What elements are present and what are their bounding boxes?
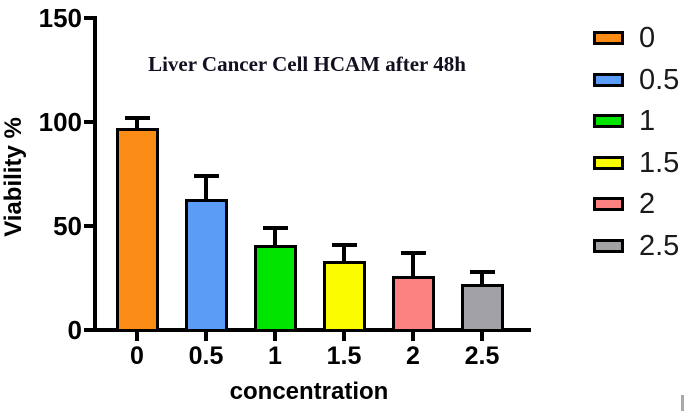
legend-swatch bbox=[593, 31, 624, 45]
error-bar-cap bbox=[469, 269, 495, 274]
x-axis-title: concentration bbox=[229, 378, 389, 405]
x-axis-tick-label: 1.5 bbox=[326, 342, 362, 370]
x-axis-tick bbox=[273, 332, 277, 341]
bar bbox=[460, 284, 504, 332]
legend-item: 1.5 bbox=[593, 146, 679, 180]
legend-label: 0 bbox=[639, 22, 656, 54]
legend-item: 0 bbox=[593, 21, 655, 55]
error-bar-stem bbox=[342, 242, 346, 268]
legend-label: 2.5 bbox=[639, 229, 680, 262]
error-bar-stem bbox=[273, 226, 277, 251]
y-axis-tick-label: 0 bbox=[67, 315, 82, 345]
chart-title: Liver Cancer Cell HCAM after 48h bbox=[148, 52, 466, 76]
x-axis-tick bbox=[135, 332, 139, 341]
x-axis-line bbox=[93, 328, 531, 332]
legend-swatch bbox=[593, 72, 624, 87]
legend-swatch bbox=[593, 238, 624, 253]
legend-swatch bbox=[593, 155, 624, 170]
y-axis-line bbox=[93, 16, 97, 332]
legend-label: 1 bbox=[639, 105, 656, 137]
x-axis-tick-label: 0.5 bbox=[188, 342, 224, 370]
error-bar-cap bbox=[331, 242, 357, 247]
legend-label: 1.5 bbox=[639, 146, 680, 179]
x-axis-tick-label: 2.5 bbox=[464, 342, 500, 370]
bar bbox=[253, 244, 297, 332]
bar bbox=[391, 275, 435, 332]
error-bar-stem bbox=[135, 115, 139, 135]
legend-label: 2 bbox=[639, 188, 656, 220]
bar bbox=[184, 198, 228, 332]
y-axis-tick bbox=[84, 16, 93, 20]
y-axis-tick-label: 100 bbox=[38, 107, 82, 137]
error-bar-cap bbox=[400, 250, 426, 255]
y-axis-tick bbox=[84, 120, 93, 124]
scrollbar-fragment[interactable] bbox=[681, 395, 684, 411]
bar bbox=[322, 261, 366, 332]
error-bar-stem bbox=[480, 269, 484, 291]
error-bar-cap bbox=[262, 226, 288, 230]
legend-swatch bbox=[593, 114, 624, 128]
legend-item: 2 bbox=[593, 187, 655, 221]
x-axis-tick-label: 1 bbox=[268, 342, 282, 370]
x-axis-tick bbox=[342, 332, 346, 341]
y-axis-tick bbox=[84, 328, 93, 332]
error-bar-stem bbox=[411, 250, 415, 282]
legend-item: 0.5 bbox=[593, 63, 679, 97]
x-axis-tick-label: 2 bbox=[406, 342, 420, 370]
bar bbox=[115, 128, 159, 332]
x-axis-tick bbox=[480, 332, 484, 341]
error-bar-cap bbox=[124, 115, 150, 120]
y-axis-tick-label: 150 bbox=[38, 3, 82, 33]
legend-label: 0.5 bbox=[639, 63, 680, 96]
error-bar-stem bbox=[204, 174, 208, 205]
legend-item: 2.5 bbox=[593, 229, 679, 263]
legend-swatch bbox=[593, 197, 624, 211]
y-axis-tick-label: 50 bbox=[53, 211, 82, 241]
x-axis-tick-label: 0 bbox=[130, 342, 144, 370]
legend-item: 1 bbox=[593, 104, 655, 138]
error-bar-cap bbox=[193, 174, 219, 178]
x-axis-tick bbox=[204, 332, 208, 341]
x-axis-tick bbox=[411, 332, 415, 341]
y-axis-tick bbox=[84, 224, 93, 228]
